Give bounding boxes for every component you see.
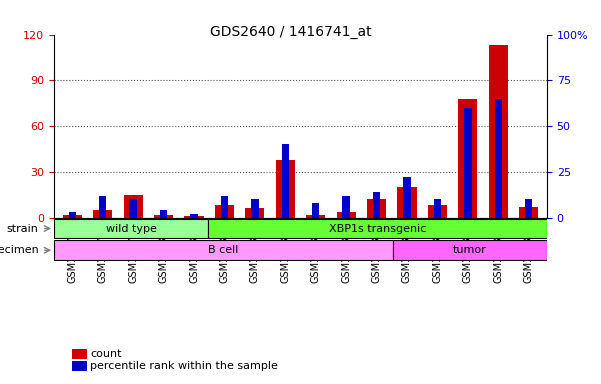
FancyBboxPatch shape	[453, 218, 483, 219]
Bar	[434, 199, 441, 218]
Bar	[221, 196, 228, 218]
Bar	[185, 216, 204, 218]
Bar	[367, 199, 386, 218]
FancyBboxPatch shape	[240, 218, 270, 219]
Bar	[464, 108, 472, 218]
Text: GDS2640 / 1416741_at: GDS2640 / 1416741_at	[210, 25, 372, 39]
FancyBboxPatch shape	[300, 218, 331, 219]
Text: tumor: tumor	[453, 245, 487, 255]
Bar	[69, 212, 76, 218]
FancyBboxPatch shape	[57, 218, 88, 219]
Bar	[251, 199, 258, 218]
FancyBboxPatch shape	[208, 219, 547, 238]
FancyBboxPatch shape	[422, 218, 453, 219]
Bar	[306, 215, 325, 218]
FancyBboxPatch shape	[54, 219, 208, 238]
Bar	[154, 215, 173, 218]
Text: wild type: wild type	[106, 223, 156, 233]
FancyBboxPatch shape	[270, 218, 300, 219]
FancyBboxPatch shape	[393, 240, 547, 260]
Bar	[428, 205, 447, 218]
FancyBboxPatch shape	[209, 218, 240, 219]
Bar	[489, 45, 508, 218]
Bar	[63, 215, 82, 218]
Bar	[191, 214, 198, 218]
Text: XBP1s transgenic: XBP1s transgenic	[329, 223, 426, 233]
Bar	[281, 144, 289, 218]
Bar	[160, 210, 167, 218]
Bar	[93, 210, 112, 218]
Text: percentile rank within the sample: percentile rank within the sample	[90, 361, 278, 371]
Bar	[519, 207, 538, 218]
Text: specimen: specimen	[0, 245, 38, 255]
Bar	[397, 187, 416, 218]
Bar	[99, 196, 106, 218]
Bar	[525, 199, 532, 218]
FancyBboxPatch shape	[392, 218, 422, 219]
Bar	[403, 177, 410, 218]
FancyBboxPatch shape	[483, 218, 513, 219]
Bar	[215, 205, 234, 218]
FancyBboxPatch shape	[331, 218, 361, 219]
Text: B cell: B cell	[209, 245, 239, 255]
Bar	[495, 99, 502, 218]
Bar	[373, 192, 380, 218]
Bar	[312, 203, 320, 218]
Bar	[458, 99, 477, 218]
FancyBboxPatch shape	[54, 240, 393, 260]
FancyBboxPatch shape	[148, 218, 179, 219]
Text: count: count	[90, 349, 121, 359]
Bar	[276, 160, 295, 218]
Bar	[124, 195, 143, 218]
FancyBboxPatch shape	[361, 218, 392, 219]
FancyBboxPatch shape	[88, 218, 118, 219]
Bar	[129, 199, 137, 218]
Text: strain: strain	[7, 223, 38, 233]
Bar	[337, 212, 356, 218]
Bar	[245, 209, 264, 218]
FancyBboxPatch shape	[513, 218, 544, 219]
FancyBboxPatch shape	[179, 218, 209, 219]
Bar	[343, 196, 350, 218]
FancyBboxPatch shape	[118, 218, 148, 219]
